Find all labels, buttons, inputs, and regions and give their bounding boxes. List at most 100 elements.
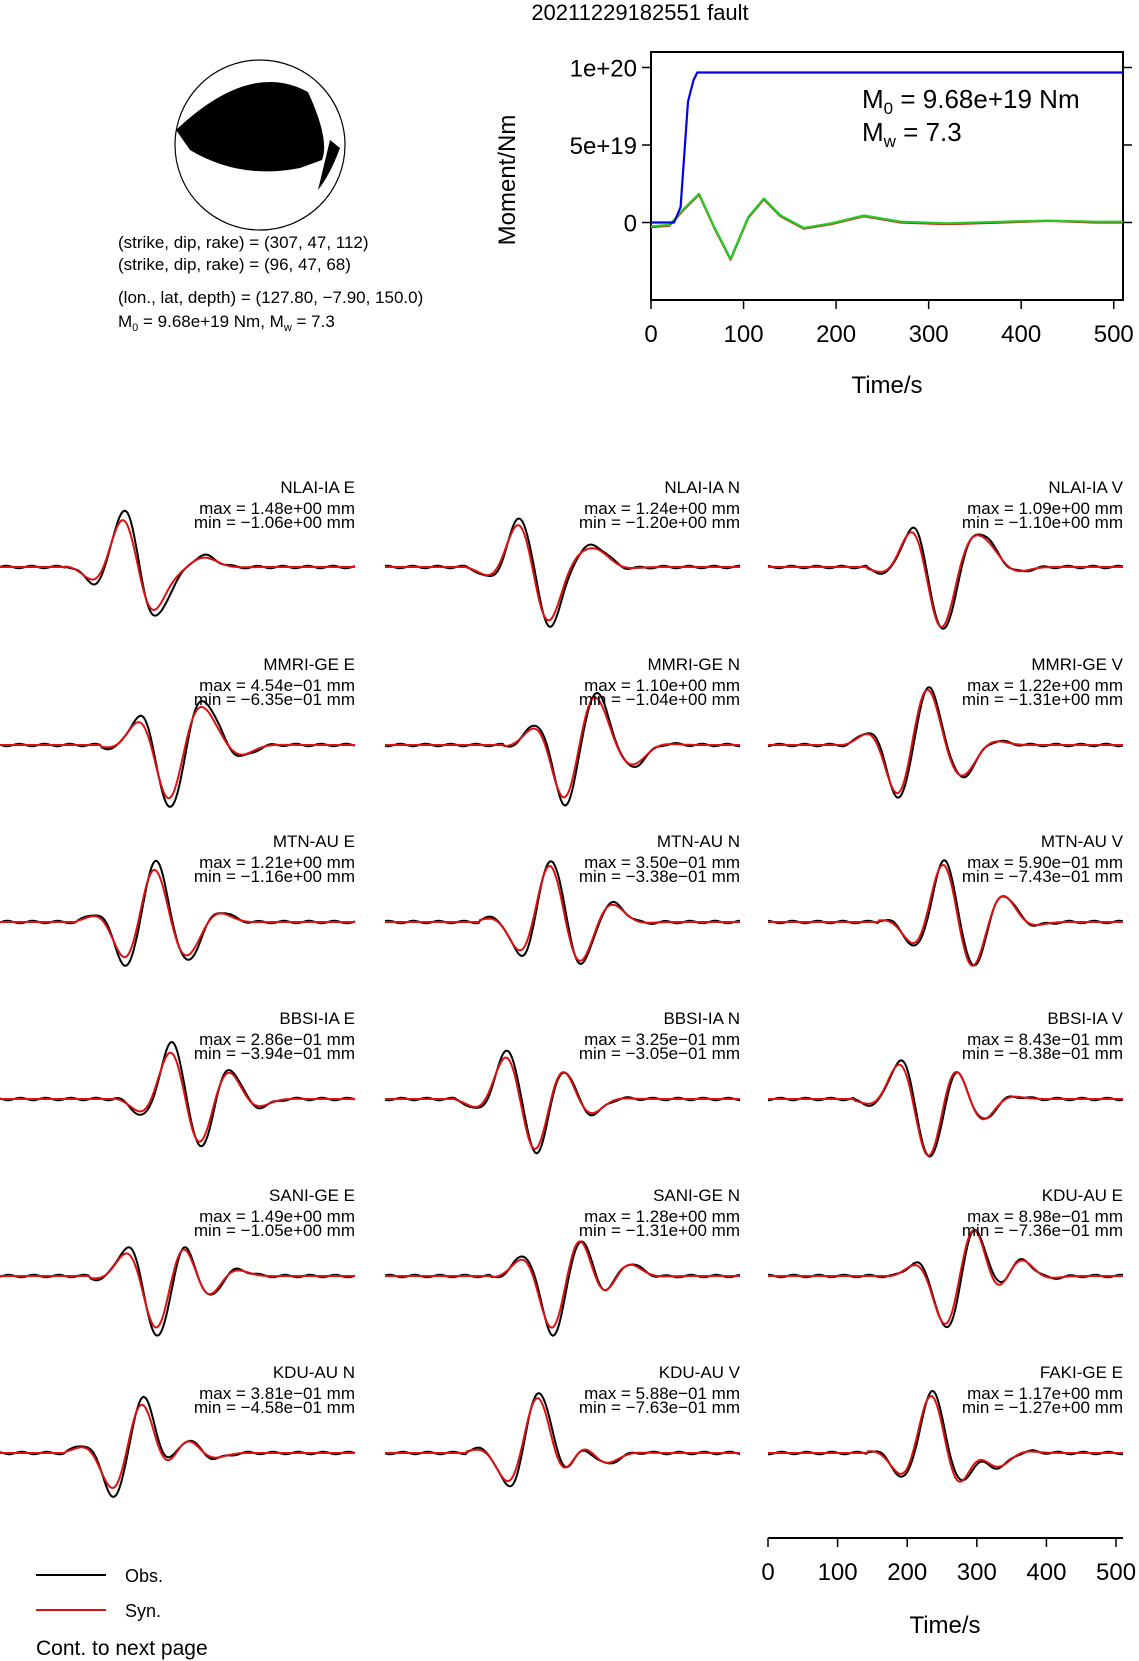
waveform-min-label: min = −1.20e+00 mm [579, 513, 740, 532]
legend-syn-label: Syn. [125, 1601, 161, 1621]
synthetic-trace [768, 688, 1123, 795]
waveform-xlabel: Time/s [909, 1612, 980, 1639]
waveform-min-label: min = −8.38e−01 mm [962, 1044, 1123, 1063]
waveform-station-label: SANI-GE N [653, 1186, 740, 1205]
waveform-min-label: min = −3.94e−01 mm [194, 1044, 355, 1063]
observed-trace [767, 526, 1124, 630]
observed-trace [0, 1041, 356, 1148]
waveform-max-label: max = 1.09e+00 mm [967, 499, 1123, 518]
waveform-station-label: KDU-AU E [1042, 1186, 1123, 1205]
waveform-max-label: max = 1.17e+00 mm [967, 1384, 1123, 1403]
waveform-station-label: BBSI-IA E [279, 1009, 355, 1028]
synthetic-trace [0, 1403, 355, 1489]
moment-m0-text: M0 = 9.68e+19 Nm [862, 84, 1080, 118]
observed-trace [768, 1228, 1124, 1329]
waveform-max-label: max = 1.28e+00 mm [584, 1207, 740, 1226]
moment-rate-green-line [650, 192, 1123, 260]
synthetic-trace [0, 1248, 355, 1329]
waveform-min-label: min = −1.06e+00 mm [194, 513, 355, 532]
time-axis-tick-label: 500 [1096, 1559, 1136, 1586]
synthetic-trace [0, 868, 355, 959]
waveform-station-label: NLAI-IA N [664, 478, 740, 497]
synthetic-trace [385, 1397, 740, 1483]
waveform-max-label: max = 5.90e−01 mm [967, 853, 1123, 872]
time-axis-tick-label: 400 [1026, 1559, 1066, 1586]
observed-trace [384, 517, 740, 628]
synthetic-trace [0, 519, 355, 611]
moment-cumulative-line [651, 71, 1123, 224]
waveform-max-label: max = 1.22e+00 mm [967, 676, 1123, 695]
waveform-station-label: MTN-AU E [273, 832, 355, 851]
waveform-max-label: max = 1.49e+00 mm [199, 1207, 355, 1226]
synthetic-trace [385, 1056, 740, 1150]
moment-ylabel: Moment/Nm [494, 115, 521, 246]
mechanism-moment: M0 = 9.68e+19 Nm, Mw = 7.3 [118, 312, 335, 334]
waveform-max-label: max = 3.50e−01 mm [584, 853, 740, 872]
synthetic-trace [768, 531, 1123, 628]
waveform-max-label: max = 3.81e−01 mm [199, 1384, 355, 1403]
observed-trace [384, 1049, 741, 1155]
waveform-max-label: max = 8.98e−01 mm [967, 1207, 1123, 1226]
waveform-min-label: min = −6.35e−01 mm [194, 690, 355, 709]
waveform-max-label: max = 2.86e−01 mm [199, 1030, 355, 1049]
moment-xlabel: Time/s [851, 372, 922, 399]
moment-xtick-label: 200 [816, 321, 856, 348]
synthetic-trace [768, 864, 1123, 967]
mechanism-line-2: (strike, dip, rake) = (96, 47, 68) [118, 255, 351, 274]
waveform-station-label: SANI-GE E [269, 1186, 355, 1205]
time-axis-tick-label: 200 [887, 1559, 927, 1586]
synthetic-trace [768, 1063, 1123, 1157]
waveform-min-label: min = −1.10e+00 mm [962, 513, 1123, 532]
waveform-time-axis: 0 100 200 300 400 500 [761, 1537, 1136, 1586]
waveform-station-label: MMRI-GE E [263, 655, 355, 674]
moment-xtick-label: 400 [1001, 321, 1041, 348]
waveform-station-label: BBSI-IA V [1047, 1009, 1123, 1028]
waveform-max-label: max = 4.54e−01 mm [199, 676, 355, 695]
waveform-station-label: KDU-AU N [273, 1363, 355, 1382]
footer-note: Cont. to next page [36, 1637, 208, 1660]
moment-xtick-label: 500 [1094, 321, 1134, 348]
moment-mw-text: Mw = 7.3 [862, 117, 962, 151]
observed-trace [384, 692, 741, 807]
waveform-min-label: min = −1.04e+00 mm [579, 690, 740, 709]
synthetic-trace [385, 696, 740, 799]
figure-title: 20211229182551 fault [531, 0, 748, 25]
waveform-station-label: MTN-AU N [657, 832, 740, 851]
time-axis-tick-label: 100 [818, 1559, 858, 1586]
synthetic-trace [385, 524, 740, 622]
waveform-min-label: min = −1.31e+00 mm [579, 1221, 740, 1240]
time-axis-tick-label: 0 [761, 1559, 774, 1586]
waveform-station-label: MMRI-GE N [647, 655, 740, 674]
waveform-min-label: min = −1.27e+00 mm [962, 1398, 1123, 1417]
observed-trace [0, 700, 356, 808]
waveform-station-label: FAKI-GE E [1040, 1363, 1123, 1382]
observed-trace [384, 1240, 741, 1337]
synthetic-trace [0, 1051, 355, 1143]
moment-xtick-label: 100 [724, 321, 764, 348]
waveform-min-label: min = −1.16e+00 mm [194, 867, 355, 886]
waveform-min-label: min = −7.36e−01 mm [962, 1221, 1123, 1240]
waveform-min-label: min = −1.31e+00 mm [962, 690, 1123, 709]
waveform-min-label: min = −7.63e−01 mm [579, 1398, 740, 1417]
moment-ytick-label: 1e+20 [570, 56, 637, 83]
waveform-max-label: max = 3.25e−01 mm [584, 1030, 740, 1049]
mechanism-line-1: (strike, dip, rake) = (307, 47, 112) [118, 233, 369, 252]
moment-xtick-label: 0 [644, 321, 657, 348]
waveform-max-label: max = 1.48e+00 mm [199, 499, 355, 518]
waveform-max-label: max = 1.10e+00 mm [584, 676, 740, 695]
synthetic-trace [0, 705, 355, 800]
